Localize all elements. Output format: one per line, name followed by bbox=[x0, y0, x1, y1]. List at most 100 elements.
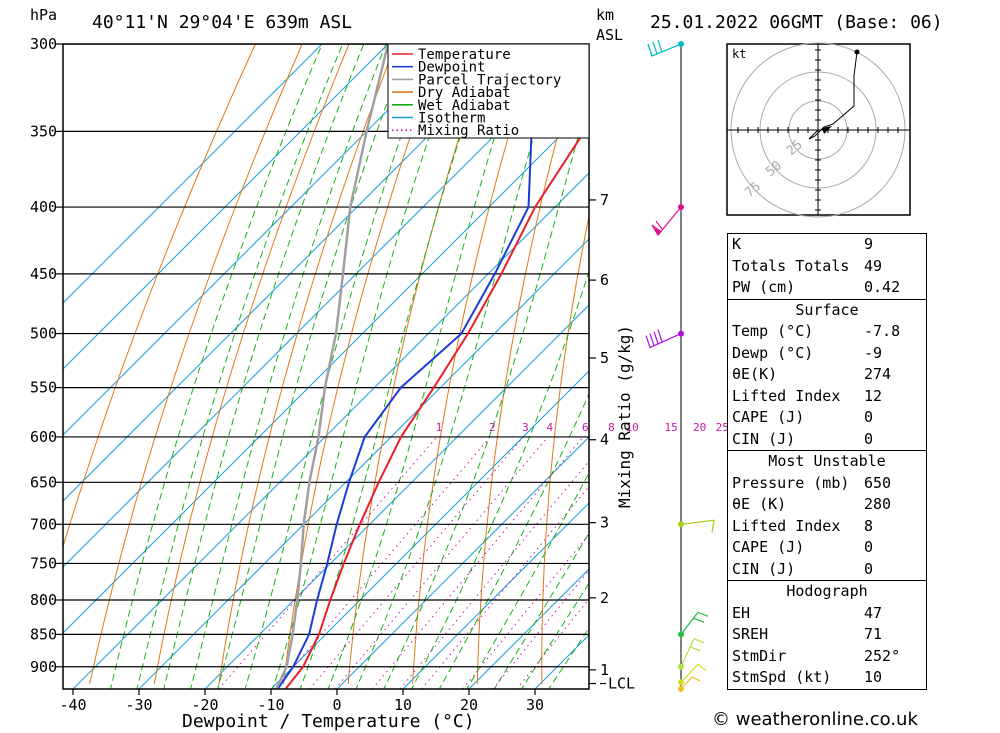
wet-adiabat-line bbox=[493, 531, 589, 689]
index-value: 0 bbox=[864, 408, 874, 426]
pressure-tick-label: 650 bbox=[30, 473, 57, 491]
km-tick-label: 1 bbox=[600, 661, 609, 679]
pressure-tick-label: 600 bbox=[30, 428, 57, 446]
index-value: 0.42 bbox=[864, 278, 901, 296]
wet-adiabat-line bbox=[217, 44, 410, 689]
index-value: -9 bbox=[864, 343, 883, 362]
pressure-tick-label: 350 bbox=[30, 122, 57, 140]
wet-adiabat-line bbox=[383, 96, 589, 689]
temp-tick-label: -40 bbox=[59, 696, 86, 714]
dry-adiabat-line bbox=[218, 44, 397, 685]
index-value: 71 bbox=[864, 625, 883, 643]
dry-adiabat-line bbox=[89, 44, 303, 685]
isotherm-line bbox=[336, 436, 589, 689]
km-tick-label: 2 bbox=[600, 589, 609, 607]
legend-label: Dewpoint bbox=[418, 60, 485, 76]
legend-label: Temperature bbox=[418, 47, 511, 63]
index-row: EH 47 bbox=[728, 603, 926, 625]
temp-tick-label: -20 bbox=[191, 696, 218, 714]
index-label: Totals Totals bbox=[732, 256, 850, 275]
hodograph-unit: kt bbox=[732, 47, 746, 61]
index-value: 0 bbox=[864, 538, 874, 556]
mixing-ratio-label: 25 bbox=[716, 421, 729, 434]
index-value: 0 bbox=[864, 559, 874, 578]
pressure-tick-label: 700 bbox=[30, 515, 57, 533]
pressure-tick-label: 500 bbox=[30, 325, 57, 343]
km-unit: km bbox=[596, 6, 614, 24]
location-title: 40°11'N 29°04'E 639m ASL bbox=[92, 12, 352, 33]
pressure-tick-label: 900 bbox=[30, 658, 57, 676]
dewpoint-curve bbox=[276, 44, 541, 689]
isotherm-line bbox=[468, 568, 589, 689]
wind-barb-icon bbox=[680, 519, 715, 533]
dry-adiabat-line bbox=[283, 44, 444, 685]
index-row: Lifted Index 8 bbox=[728, 516, 926, 538]
legend-label: Isotherm bbox=[418, 111, 485, 127]
isotherm-line bbox=[63, 44, 389, 370]
pressure-tick-label: 300 bbox=[30, 35, 57, 53]
wet-adiabat-line bbox=[110, 44, 323, 689]
index-label: PW (cm) bbox=[732, 278, 796, 296]
index-row: StmDir 252° bbox=[728, 646, 926, 668]
mixing-ratio-label: 1 bbox=[436, 421, 443, 434]
isotherm-line bbox=[63, 44, 521, 502]
isotherm-line bbox=[402, 502, 589, 689]
wet-adiabat-line bbox=[136, 44, 344, 689]
dry-adiabat-line bbox=[666, 44, 724, 684]
km-tick-label: 3 bbox=[600, 514, 609, 532]
storm-motion-icon bbox=[822, 126, 832, 134]
km-tick-label: 4 bbox=[600, 431, 609, 449]
isotherm-line bbox=[72, 172, 589, 689]
index-row: StmSpd (kt) 10 bbox=[728, 667, 926, 689]
temp-tick-label: 0 bbox=[332, 696, 341, 714]
mixing-ratio-label: 4 bbox=[546, 421, 553, 434]
hodograph-trace bbox=[808, 51, 858, 140]
index-label: CAPE (J) bbox=[732, 538, 805, 556]
index-label: CIN (J) bbox=[732, 559, 796, 578]
pressure-tick-label: 800 bbox=[30, 591, 57, 609]
dry-adiabat-line bbox=[153, 44, 350, 685]
index-row: CAPE (J) 0 bbox=[728, 407, 926, 429]
km-tick-label: LCL bbox=[608, 675, 635, 693]
index-value: 49 bbox=[864, 256, 883, 275]
km-tick-label: 6 bbox=[600, 271, 609, 289]
index-row: θE (K) 280 bbox=[728, 494, 926, 516]
dry-adiabat-line bbox=[412, 44, 537, 685]
mixing-ratio-line bbox=[372, 437, 583, 689]
pressure-tick-label: 750 bbox=[30, 554, 57, 572]
wind-barb-icon bbox=[680, 663, 707, 683]
mixing-ratio-line bbox=[462, 533, 589, 689]
wind-barb-icon bbox=[651, 206, 682, 237]
wet-adiabat-line bbox=[438, 392, 589, 689]
index-value: 12 bbox=[864, 386, 883, 405]
legend-label: Dry Adiabat bbox=[418, 85, 511, 101]
credit-text[interactable]: © weatheronline.co.uk bbox=[712, 709, 918, 730]
isotherm-line bbox=[270, 370, 589, 689]
dry-adiabat-line bbox=[476, 44, 584, 685]
index-label: Dewp (°C) bbox=[732, 343, 814, 362]
isotherm-line bbox=[204, 304, 589, 689]
wet-adiabat-line bbox=[163, 44, 365, 689]
index-row: PW (cm) 0.42 bbox=[728, 277, 926, 299]
wind-barb-icon bbox=[680, 637, 705, 668]
index-value: 0 bbox=[864, 429, 874, 448]
pressure-tick-label: 400 bbox=[30, 198, 57, 216]
legend-box bbox=[387, 43, 590, 139]
temp-tick-label: -30 bbox=[125, 696, 152, 714]
wet-adiabat-line bbox=[244, 44, 435, 689]
wind-barb-icon bbox=[645, 329, 682, 349]
surface-title: Surface bbox=[728, 298, 926, 322]
mixing-ratio-line bbox=[274, 437, 490, 689]
x-axis-label: Dewpoint / Temperature (°C) bbox=[182, 711, 475, 732]
index-value: 47 bbox=[864, 603, 883, 622]
temp-tick-label: 30 bbox=[526, 696, 544, 714]
index-row: Lifted Index 12 bbox=[728, 386, 926, 408]
temp-tick-label: -10 bbox=[257, 696, 284, 714]
index-row: CIN (J) 0 bbox=[728, 559, 926, 581]
dry-adiabat-line bbox=[541, 213, 589, 685]
legend-label: Parcel Trajectory bbox=[418, 72, 561, 88]
index-label: Lifted Index bbox=[732, 516, 841, 535]
index-row: Pressure (mb) 650 bbox=[728, 473, 926, 495]
dry-adiabat-line bbox=[63, 44, 256, 549]
pressure-tick-label: 850 bbox=[30, 625, 57, 643]
